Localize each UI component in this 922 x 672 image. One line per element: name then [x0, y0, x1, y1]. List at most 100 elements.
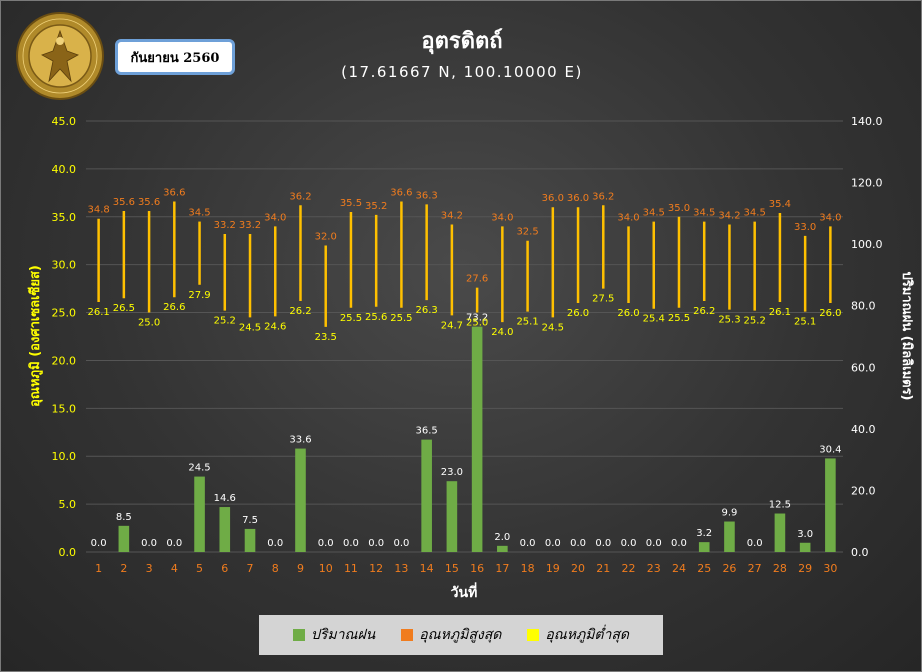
y-right-tick-label: 140.0: [851, 115, 883, 128]
y-left-tick-label: 40.0: [52, 163, 77, 176]
tmax-value-label: 35.2: [365, 201, 387, 212]
tmax-value-label: 36.0: [567, 193, 589, 204]
rain-value-label: 0.0: [368, 538, 384, 549]
x-tick-label: 1: [95, 562, 102, 575]
tmax-value-label: 34.0: [617, 212, 639, 223]
rain-value-label: 30.4: [819, 444, 841, 455]
tmin-value-label: 26.2: [693, 306, 715, 317]
axes: 0.05.010.015.020.025.030.035.040.045.00.…: [27, 115, 914, 601]
tmax-value-label: 36.6: [390, 187, 412, 198]
y-right-tick-label: 120.0: [851, 177, 883, 190]
chart-subtitle: (17.61667 N, 100.10000 E): [341, 63, 583, 81]
legend-label-tmax: อุณหภูมิสูงสุด: [419, 627, 502, 643]
rain-bar: [118, 525, 130, 552]
rain-bar: [219, 507, 231, 552]
rain-bar: [194, 476, 205, 552]
x-axis-title: วันที่: [451, 582, 478, 601]
x-tick-label: 17: [495, 562, 509, 575]
rain-value-label: 9.9: [721, 508, 737, 519]
legend-swatch-tmin: [527, 629, 540, 641]
temperature-ranges: [97, 201, 832, 327]
tmin-value-label: 26.5: [113, 303, 135, 314]
y-right-tick-label: 60.0: [851, 361, 876, 374]
x-tick-label: 10: [319, 562, 333, 575]
x-tick-label: 12: [369, 562, 383, 575]
x-tick-label: 27: [748, 562, 762, 575]
tmin-value-label: 26.0: [617, 308, 639, 319]
tmax-value-label: 33.2: [214, 220, 236, 231]
x-tick-label: 14: [420, 562, 434, 575]
tmin-value-label: 27.5: [592, 294, 614, 305]
rain-value-label: 0.0: [671, 538, 687, 549]
x-tick-label: 25: [697, 562, 711, 575]
tmin-value-label: 25.2: [744, 316, 766, 327]
x-tick-label: 5: [196, 562, 203, 575]
rain-bar: [295, 448, 306, 552]
tmax-value-label: 35.6: [138, 197, 160, 208]
y-left-tick-label: 10.0: [52, 450, 77, 463]
x-tick-label: 28: [773, 562, 787, 575]
grid-lines: [86, 120, 843, 553]
rain-bars: [118, 326, 836, 552]
x-tick-label: 9: [297, 562, 304, 575]
legend-item-tmin: อุณหภูมิต่ำสุด: [527, 624, 629, 646]
tmin-value-label: 24.6: [264, 321, 286, 332]
tmax-value-label: 35.5: [340, 198, 362, 209]
rain-value-label: 12.5: [769, 500, 791, 511]
rain-value-label: 0.0: [747, 538, 763, 549]
y-right-tick-label: 40.0: [851, 423, 876, 436]
y-left-tick-label: 15.0: [52, 402, 77, 415]
x-tick-label: 30: [823, 562, 837, 575]
rain-value-label: 3.0: [797, 529, 813, 540]
tmin-value-label: 25.0: [138, 318, 160, 329]
tmax-value-label: 33.2: [239, 220, 261, 231]
tmin-value-label: 26.1: [87, 307, 109, 318]
y-left-tick-label: 30.0: [52, 259, 77, 272]
y-right-tick-label: 20.0: [851, 484, 876, 497]
tmax-value-label: 36.6: [163, 187, 185, 198]
x-tick-label: 3: [146, 562, 153, 575]
rain-bar: [774, 513, 786, 552]
y-left-axis-title: อุณหภูมิ (องศาเซลเซียส): [27, 265, 43, 407]
rain-value-label: 14.6: [214, 493, 236, 504]
tmax-value-label: 34.0: [491, 212, 513, 223]
rain-value-label: 0.0: [570, 538, 586, 549]
tmax-value-label: 34.5: [693, 208, 715, 219]
meteorological-department-logo: [16, 12, 104, 100]
rain-value-label: 23.0: [441, 467, 463, 478]
tmin-value-label: 23.5: [315, 332, 337, 343]
tmin-value-label: 24.5: [542, 322, 564, 333]
month-label: กันยายน 2560: [115, 39, 235, 75]
tmax-value-label: 34.2: [441, 210, 463, 221]
tmax-value-label: 34.0: [264, 212, 286, 223]
tmax-value-label: 34.5: [744, 208, 766, 219]
tmax-value-label: 34.5: [643, 208, 665, 219]
rain-bar: [446, 481, 458, 552]
y-left-tick-label: 25.0: [52, 307, 77, 320]
legend-item-tmax: อุณหภูมิสูงสุด: [401, 624, 501, 646]
rain-value-label: 7.5: [242, 515, 258, 526]
x-tick-label: 19: [546, 562, 560, 575]
y-left-tick-label: 20.0: [52, 354, 77, 367]
rain-value-label: 33.6: [289, 435, 311, 446]
tmax-value-label: 27.6: [466, 274, 488, 285]
x-tick-label: 2: [120, 562, 127, 575]
tmin-value-label: 25.2: [214, 316, 236, 327]
tmin-value-label: 24.7: [441, 320, 463, 331]
y-right-tick-label: 100.0: [851, 238, 883, 251]
rain-value-label: 0.0: [166, 538, 182, 549]
x-tick-label: 26: [722, 562, 736, 575]
rain-value-label: 8.5: [116, 512, 132, 523]
x-tick-label: 7: [247, 562, 254, 575]
tmin-value-label: 26.0: [567, 308, 589, 319]
rain-bar: [799, 542, 811, 552]
rain-value-label: 0.0: [520, 538, 536, 549]
x-tick-label: 29: [798, 562, 812, 575]
x-tick-label: 24: [672, 562, 686, 575]
x-tick-label: 22: [622, 562, 636, 575]
rain-bar: [497, 545, 508, 552]
tmax-value-label: 36.2: [289, 191, 311, 202]
x-tick-label: 23: [647, 562, 661, 575]
